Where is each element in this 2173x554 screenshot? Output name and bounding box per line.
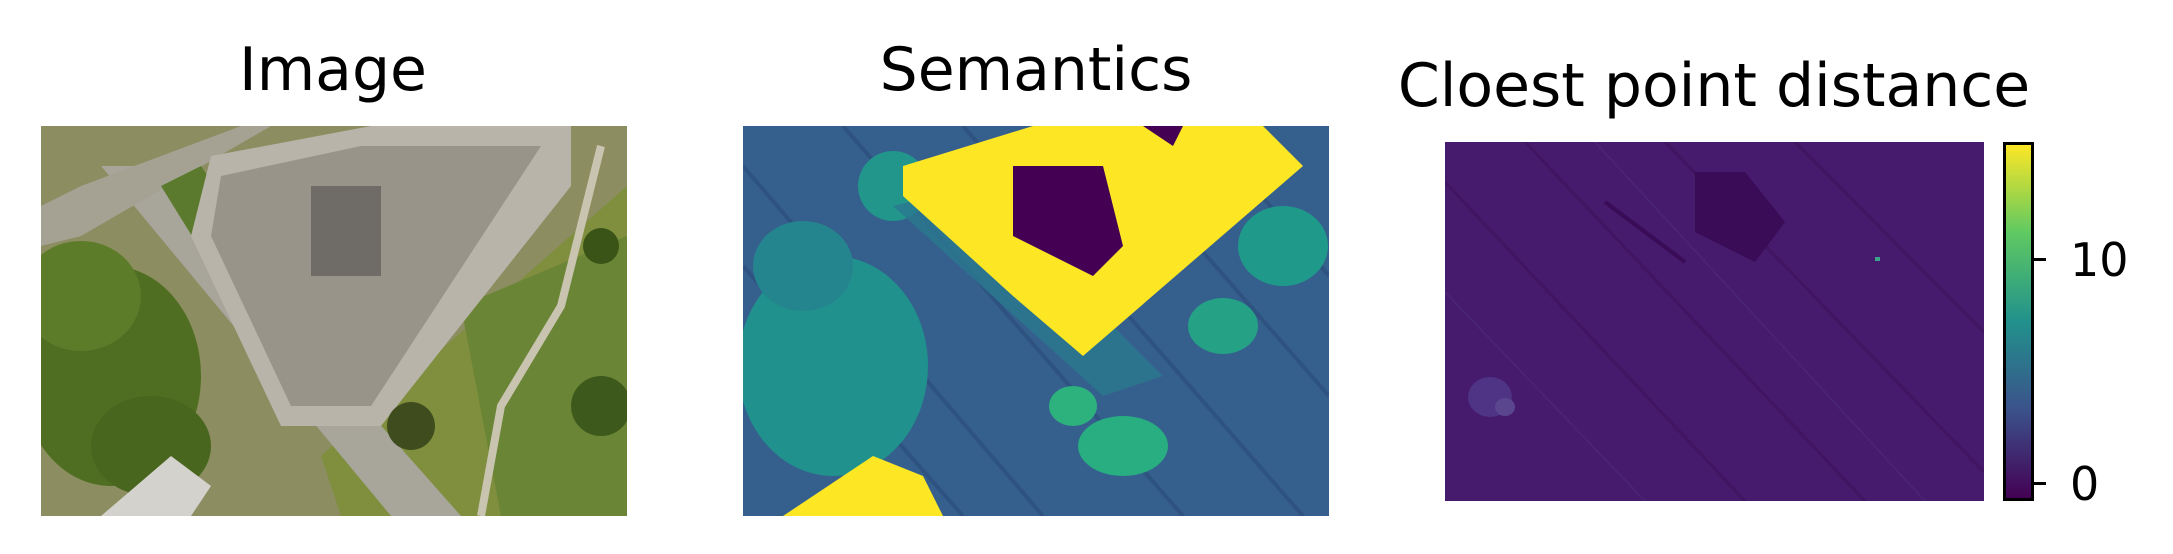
colorbar-tick-label-0: 0 xyxy=(2070,457,2100,511)
colorbar xyxy=(2003,142,2034,501)
colorbar-tick-label-10: 10 xyxy=(2070,233,2129,287)
distance-map xyxy=(1445,142,1984,501)
colorbar-tick-10 xyxy=(2034,258,2046,261)
panel-title-semantics: Semantics xyxy=(879,35,1193,105)
colorbar-tick-0 xyxy=(2034,482,2046,485)
panel-title-image: Image xyxy=(239,35,427,105)
semantics-map xyxy=(743,126,1329,516)
colorbar-gradient xyxy=(2006,145,2031,498)
aerial-image xyxy=(41,126,627,516)
panel-title-distance: Cloest point distance xyxy=(1397,51,2031,121)
